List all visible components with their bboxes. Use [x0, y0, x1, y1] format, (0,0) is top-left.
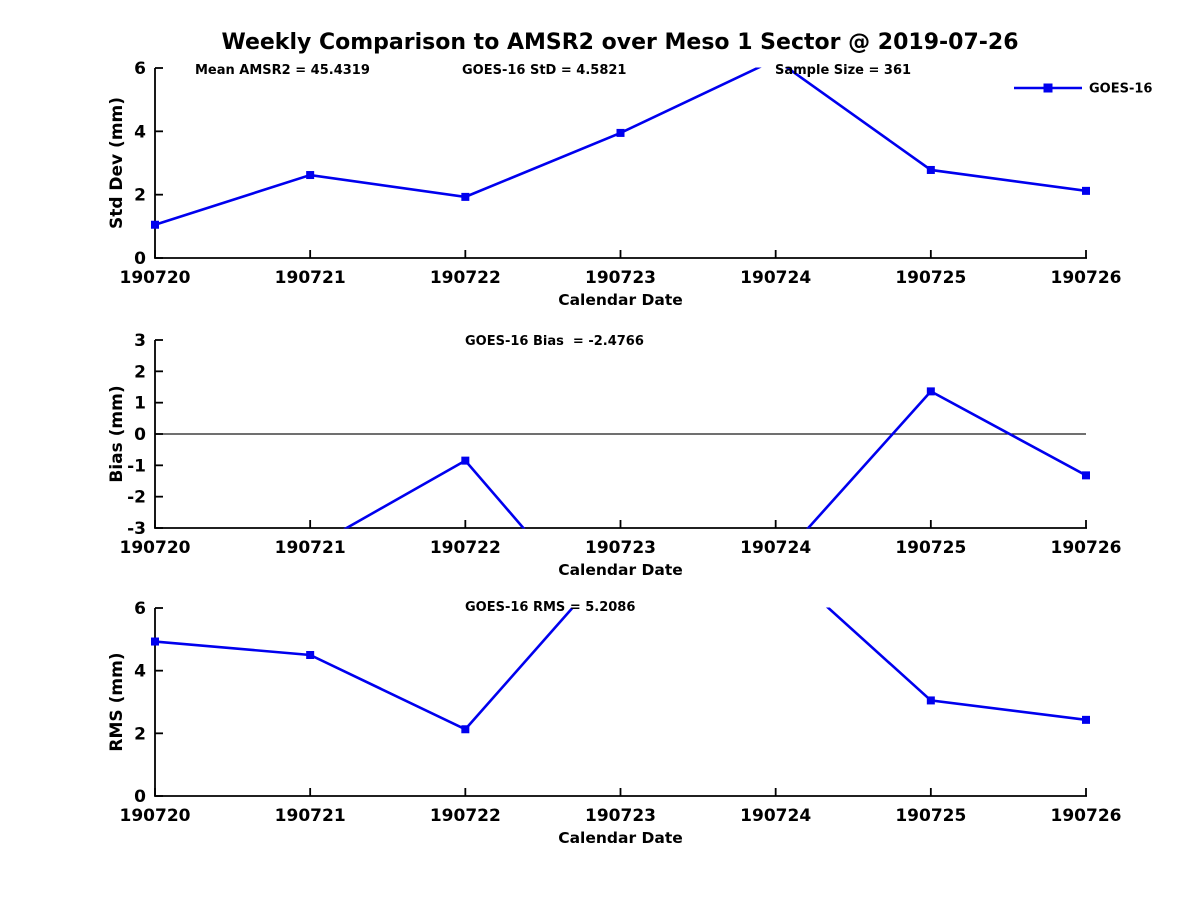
legend-label: GOES-16	[1089, 82, 1152, 97]
x-tick-label: 190725	[895, 806, 966, 826]
data-point-marker	[926, 696, 935, 705]
y-tick-label: 0	[134, 787, 146, 807]
y-tick-label: -3	[127, 519, 146, 539]
y-axis-label: Bias (mm)	[107, 385, 127, 482]
y-axis-label: RMS (mm)	[107, 652, 127, 751]
x-tick-label: 190721	[275, 806, 346, 826]
y-tick-label: 0	[134, 249, 146, 269]
series-line-goes-16	[155, 67, 1086, 226]
x-tick-label: 190724	[740, 806, 811, 826]
stat-annotation: Sample Size = 361	[775, 63, 911, 78]
stat-annotation: GOES-16 RMS = 5.2086	[465, 600, 635, 615]
stat-annotation: Mean AMSR2 = 45.4319	[195, 63, 370, 78]
y-axis-label: Std Dev (mm)	[107, 97, 127, 229]
y-tick-label: 3	[134, 331, 146, 351]
y-tick-label: 4	[134, 662, 146, 682]
x-tick-label: 190726	[1051, 268, 1122, 288]
data-point-marker	[1082, 471, 1090, 480]
x-tick-label: 190720	[120, 538, 191, 558]
y-tick-label: -1	[127, 456, 146, 476]
x-axis-label: Calendar Date	[558, 829, 683, 847]
chart-title: Weekly Comparison to AMSR2 over Meso 1 S…	[221, 30, 1019, 55]
x-tick-label: 190722	[430, 268, 501, 288]
data-point-marker	[1082, 186, 1090, 195]
y-tick-label: 4	[134, 122, 146, 142]
x-axis-label: Calendar Date	[558, 291, 683, 309]
x-tick-label: 190724	[740, 538, 811, 558]
x-tick-label: 190726	[1051, 806, 1122, 826]
data-point-marker	[151, 220, 159, 229]
subplot-2: 190720 190721 190722 190723 190724 190725 1907…	[107, 331, 1122, 579]
data-point-marker	[461, 456, 470, 465]
data-point-marker	[306, 171, 315, 180]
y-tick-label: 1	[134, 394, 146, 414]
x-tick-label: 190723	[585, 538, 656, 558]
x-tick-label: 190726	[1051, 538, 1122, 558]
y-tick-label: 2	[134, 186, 146, 206]
y-tick-label: 2	[134, 724, 146, 744]
data-point-marker	[306, 651, 315, 659]
stat-annotation: GOES-16 StD = 4.5821	[462, 63, 626, 78]
x-axis-label: Calendar Date	[558, 561, 683, 579]
subplot-3: 190720 190721 190722 190723 190724 190725 1907…	[107, 599, 1122, 847]
x-tick-label: 190723	[585, 268, 656, 288]
x-tick-label: 190723	[585, 806, 656, 826]
x-tick-label: 190720	[120, 268, 191, 288]
x-tick-label: 190725	[895, 538, 966, 558]
data-point-marker	[616, 128, 625, 137]
data-point-marker	[926, 387, 935, 396]
x-tick-label: 190721	[275, 268, 346, 288]
stat-annotation: GOES-16 Bias = -2.4766	[465, 334, 644, 349]
x-tick-label: 190724	[740, 268, 811, 288]
y-tick-label: 6	[134, 599, 146, 619]
x-tick-label: 190720	[120, 806, 191, 826]
legend: GOES-16	[1014, 82, 1152, 97]
y-tick-label: 6	[134, 59, 146, 79]
data-point-marker	[151, 637, 159, 646]
subplot-1: 190720 190721 190722 190723 190724 190725 1907…	[107, 59, 1152, 309]
legend-marker	[1043, 83, 1053, 93]
y-tick-label: 2	[134, 362, 146, 382]
series-line-goes-16	[155, 607, 1086, 731]
data-point-marker	[926, 165, 935, 174]
data-point-marker	[461, 192, 470, 201]
x-tick-label: 190721	[275, 538, 346, 558]
x-tick-label: 190722	[430, 538, 501, 558]
data-point-marker	[461, 725, 470, 734]
data-point-marker	[1082, 715, 1090, 724]
y-tick-label: 0	[134, 425, 146, 445]
x-tick-label: 190725	[895, 268, 966, 288]
y-tick-label: -2	[127, 488, 146, 508]
x-tick-label: 190722	[430, 806, 501, 826]
